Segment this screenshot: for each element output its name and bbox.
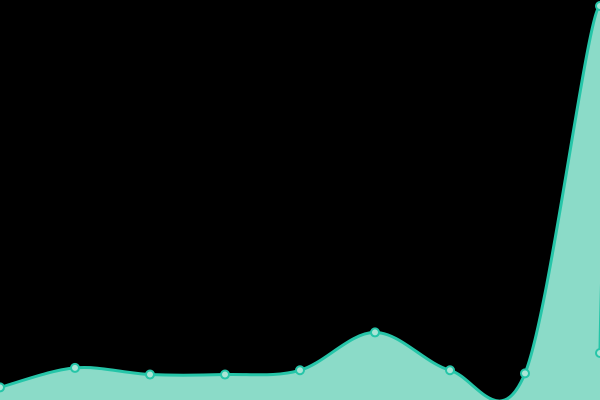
data-point-marker[interactable] [595, 1, 600, 11]
data-point-marker[interactable] [145, 369, 155, 380]
data-point-marker[interactable] [595, 348, 600, 358]
data-point-marker[interactable] [220, 369, 230, 380]
data-point-marker[interactable] [295, 365, 305, 376]
data-point-marker[interactable] [520, 368, 530, 379]
area-fill-path [0, 6, 600, 400]
data-point-marker[interactable] [445, 365, 455, 376]
data-point-marker[interactable] [370, 327, 380, 338]
data-point-marker[interactable] [70, 362, 80, 373]
data-point-marker[interactable] [0, 382, 5, 393]
